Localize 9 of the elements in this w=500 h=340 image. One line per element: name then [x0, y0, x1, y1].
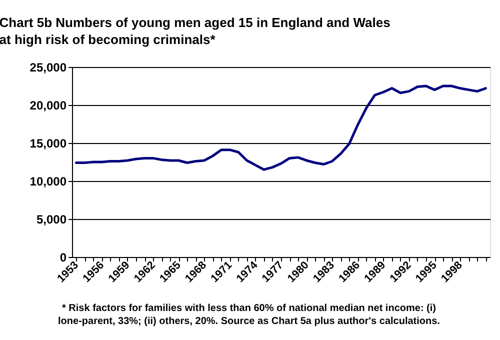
- line-series: [75, 84, 487, 171]
- y-tick-label: 15,000: [30, 136, 67, 150]
- y-tick-label: 0: [60, 250, 67, 264]
- y-tick-label: 20,000: [30, 98, 67, 112]
- y-tick-label: 10,000: [30, 174, 67, 188]
- y-tick-label: 25,000: [30, 60, 67, 74]
- y-tick-label: 5,000: [36, 212, 67, 226]
- text: * Risk factors for families with less than 60% of national median net income: (i) lone-parent, 33%; (ii) others, 20%. Source as Chart 5a plus author's calculations.: [58, 303, 440, 327]
- chart-title: Chart 5b Numbers of young men aged 15 in England and Wales at high risk of becoming criminals*: [0, 15, 390, 47]
